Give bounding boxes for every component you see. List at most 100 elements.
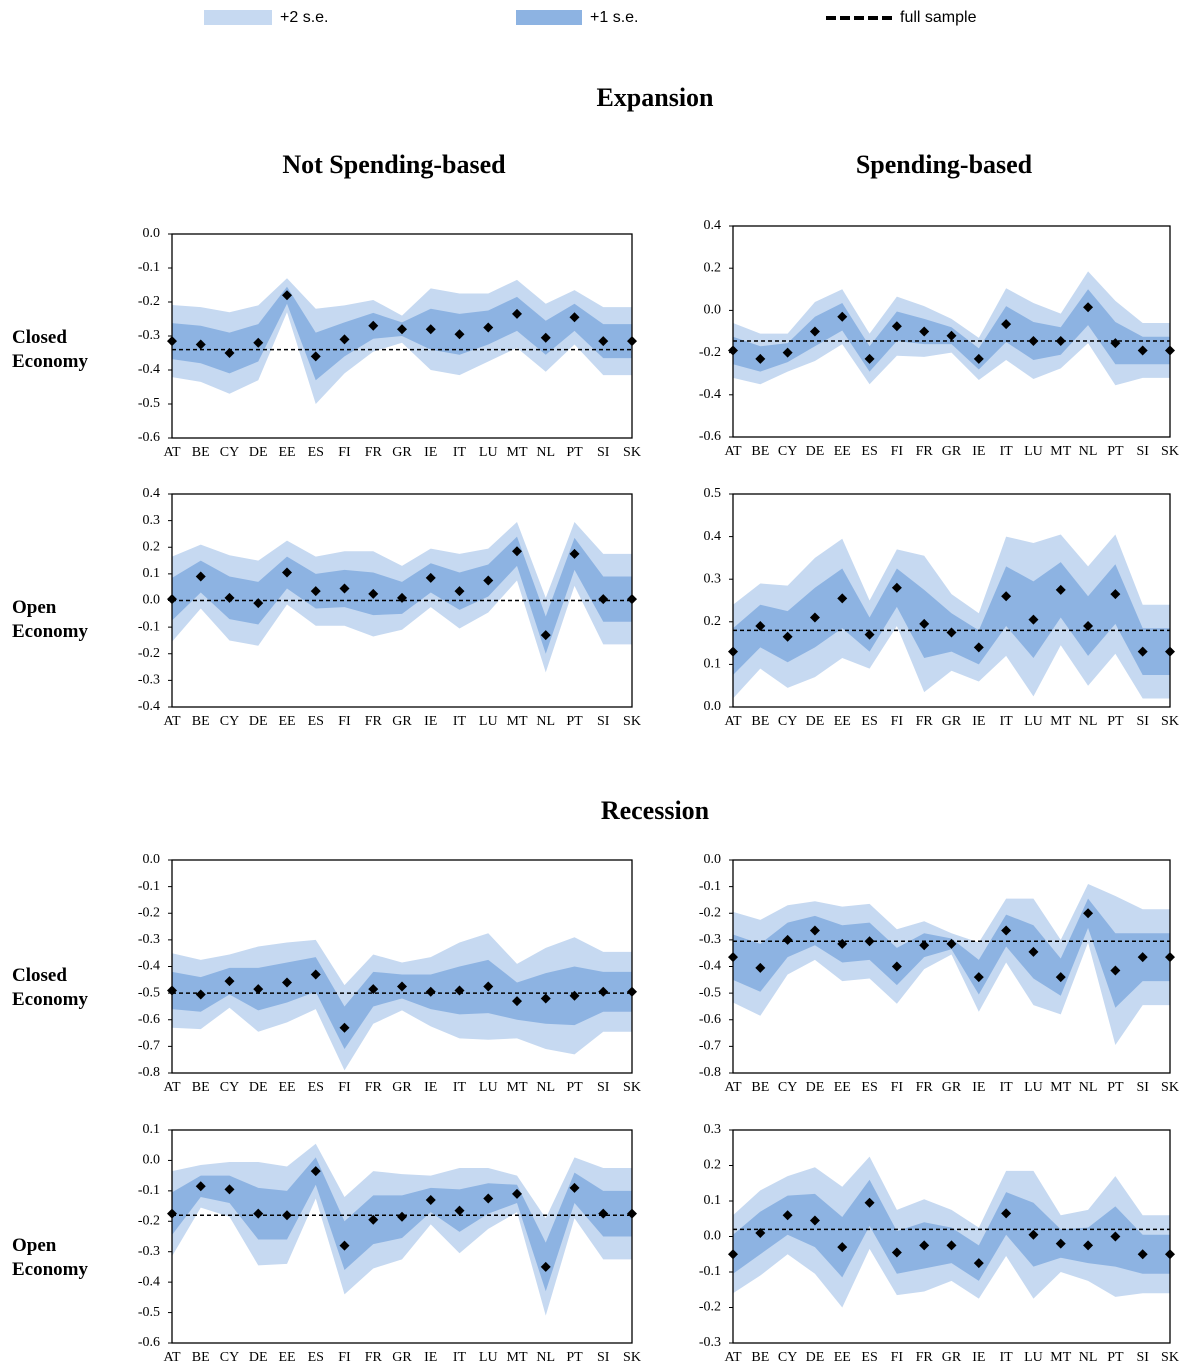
x-tick-label: FI (891, 1080, 904, 1095)
x-tick-label: FI (338, 714, 351, 729)
x-tick-label: PT (1107, 1080, 1124, 1095)
point-estimate (1055, 1238, 1066, 1249)
point-estimate (837, 1242, 848, 1253)
x-tick-label: GR (942, 1080, 962, 1095)
x-tick-label: SK (623, 714, 641, 729)
x-tick-label: BE (192, 1350, 210, 1365)
x-tick-label: IE (972, 444, 985, 459)
point-estimate (1028, 614, 1039, 625)
point-estimate (397, 324, 407, 335)
point-estimate (569, 1182, 580, 1193)
x-tick-label: LU (479, 714, 498, 729)
x-tick-label: IT (1000, 1350, 1014, 1365)
y-tick-label: 0.0 (704, 303, 722, 318)
y-tick-label: 0.0 (704, 699, 722, 714)
point-estimate (598, 1208, 609, 1219)
point-estimate (483, 981, 494, 992)
point-estimate (397, 1211, 407, 1222)
plot-frame (732, 225, 1171, 438)
x-tick-label: ES (861, 1080, 877, 1095)
x-tick-label: IE (972, 1350, 985, 1365)
point-estimate (1137, 952, 1148, 963)
point-estimate (483, 322, 494, 333)
point-estimate (598, 594, 609, 605)
y-tick-label: 0.1 (704, 1193, 722, 1208)
point-estimate (397, 981, 407, 992)
point-estimate (598, 986, 609, 997)
point-estimate (973, 353, 984, 364)
x-tick-label: ES (308, 445, 324, 460)
point-estimate (1110, 338, 1121, 349)
point-estimate (1083, 302, 1094, 313)
plot-frame (732, 493, 1171, 708)
y-tick-label: 0.1 (143, 1122, 161, 1137)
plot-frame (171, 233, 633, 439)
point-estimate (195, 1181, 206, 1192)
y-tick-label: -0.1 (138, 879, 160, 894)
y-tick-label: -0.3 (138, 932, 160, 947)
point-estimate (310, 351, 321, 362)
point-estimate (837, 938, 848, 949)
y-tick-label: -0.5 (138, 1305, 160, 1320)
point-estimate (339, 1240, 350, 1251)
x-tick-label: CY (778, 714, 797, 729)
x-tick-label: FI (338, 1080, 351, 1095)
x-tick-label: IT (453, 445, 467, 460)
section-title: Recession (601, 796, 710, 825)
legend-swatch-1se (516, 10, 582, 25)
y-tick-label: -0.6 (699, 1012, 721, 1027)
x-tick-label: LU (1024, 444, 1043, 459)
point-estimate (919, 940, 930, 951)
point-estimate (368, 1214, 379, 1225)
point-estimate (973, 1258, 984, 1269)
point-estimate (253, 598, 264, 609)
x-tick-label: PT (1107, 714, 1124, 729)
point-estimate (195, 571, 206, 582)
point-estimate (282, 1210, 292, 1221)
x-tick-label: EE (834, 444, 851, 459)
point-estimate (425, 324, 436, 335)
x-tick-label: SI (597, 445, 610, 460)
y-tick-label: -0.7 (138, 1039, 160, 1054)
x-tick-label: ES (861, 444, 877, 459)
x-tick-label: CY (220, 1350, 239, 1365)
x-tick-label: GR (392, 445, 412, 460)
x-tick-label: SI (1136, 1080, 1149, 1095)
point-estimate (368, 984, 379, 995)
x-tick-label: FR (916, 444, 934, 459)
x-tick-label: FI (338, 1350, 351, 1365)
x-tick-label: ES (308, 1080, 324, 1095)
y-tick-label: 0.0 (704, 1229, 722, 1244)
y-tick-label: -0.6 (138, 430, 160, 445)
x-tick-label: SI (597, 1350, 610, 1365)
x-tick-label: NL (1079, 444, 1098, 459)
point-estimate (809, 925, 820, 936)
x-tick-label: EE (834, 1350, 851, 1365)
y-tick-label: 0.2 (704, 1158, 722, 1173)
point-estimate (1055, 335, 1066, 346)
x-tick-label: BE (751, 444, 769, 459)
x-tick-label: GR (942, 444, 962, 459)
point-estimate (782, 934, 793, 945)
x-tick-label: GR (942, 714, 962, 729)
x-tick-label: IT (1000, 714, 1014, 729)
band-1se (733, 289, 1170, 372)
point-estimate (224, 1184, 235, 1195)
x-tick-label: FR (365, 1350, 383, 1365)
y-tick-label: -0.3 (138, 1244, 160, 1259)
x-tick-label: MT (507, 714, 528, 729)
point-estimate (891, 961, 902, 972)
x-tick-label: AT (163, 1350, 181, 1365)
x-tick-label: PT (1107, 444, 1124, 459)
x-tick-label: FR (365, 1080, 383, 1095)
x-tick-label: FI (891, 444, 904, 459)
x-tick-label: FI (891, 714, 904, 729)
point-estimate (569, 990, 580, 1001)
x-tick-label: BE (192, 445, 210, 460)
x-tick-label: GR (392, 1350, 412, 1365)
y-tick-label: -0.1 (138, 619, 160, 634)
x-tick-label: ES (308, 714, 324, 729)
x-tick-label: FI (891, 1350, 904, 1365)
x-tick-label: NL (536, 445, 555, 460)
column-title: Spending-based (856, 150, 1033, 179)
